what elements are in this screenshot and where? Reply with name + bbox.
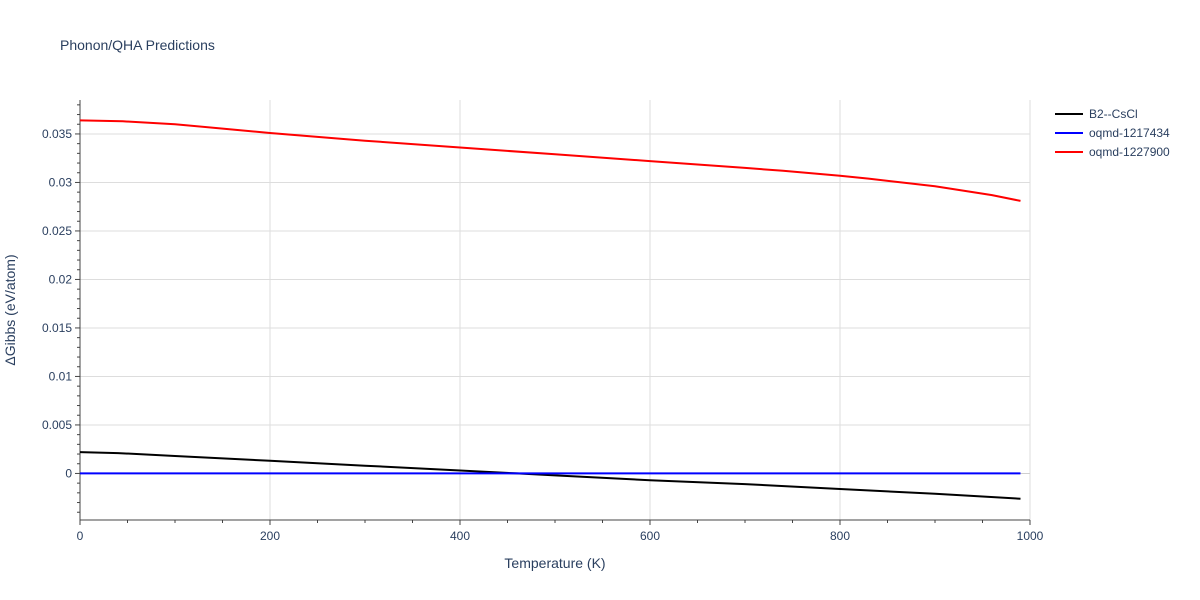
series-layer: [79, 119, 1021, 500]
x-tick-label: 1000: [1017, 529, 1044, 543]
y-tick-label: 0.02: [49, 272, 73, 286]
axis-layer: 0 200 400 600 800 1000 0 0.005 0.01 0.015 0.02 0.02…: [42, 100, 1044, 543]
y-tick-label: 0.015: [42, 321, 72, 335]
x-tick-label: 800: [830, 529, 850, 543]
x-tick-label: 600: [640, 529, 660, 543]
x-axis-title: Temperature (K): [504, 555, 605, 571]
x-tick-label: 400: [450, 529, 470, 543]
chart-title: Phonon/QHA Predictions: [60, 37, 215, 53]
y-tick-label: 0.005: [42, 418, 72, 432]
y-tick-label: 0: [65, 466, 72, 480]
y-tick-label: 0.025: [42, 224, 72, 238]
legend-item-oqmd-1217434[interactable]: oqmd-1217434: [1055, 126, 1170, 140]
legend-item-B2--CsCl[interactable]: B2--CsCl: [1055, 107, 1138, 121]
y-axis-title: ΔGibbs (eV/atom): [2, 254, 18, 365]
x-tick-label: 0: [77, 529, 84, 543]
legend-label: B2--CsCl: [1089, 107, 1138, 121]
y-tick-label: 0.035: [42, 127, 72, 141]
legend-item-oqmd-1227900[interactable]: oqmd-1227900: [1055, 145, 1170, 159]
series-line-oqmd-1227900: [79, 119, 1021, 202]
legend-label: oqmd-1227900: [1089, 145, 1170, 159]
y-tick-label: 0.01: [49, 369, 73, 383]
legend-label: oqmd-1217434: [1089, 126, 1170, 140]
x-tick-label: 200: [260, 529, 280, 543]
series-line-B2--CsCl: [79, 451, 1021, 500]
y-tick-label: 0.03: [49, 175, 73, 189]
legend[interactable]: B2--CsCl oqmd-1217434 oqmd-1227900: [1055, 107, 1170, 159]
grid-layer: [80, 100, 1031, 520]
